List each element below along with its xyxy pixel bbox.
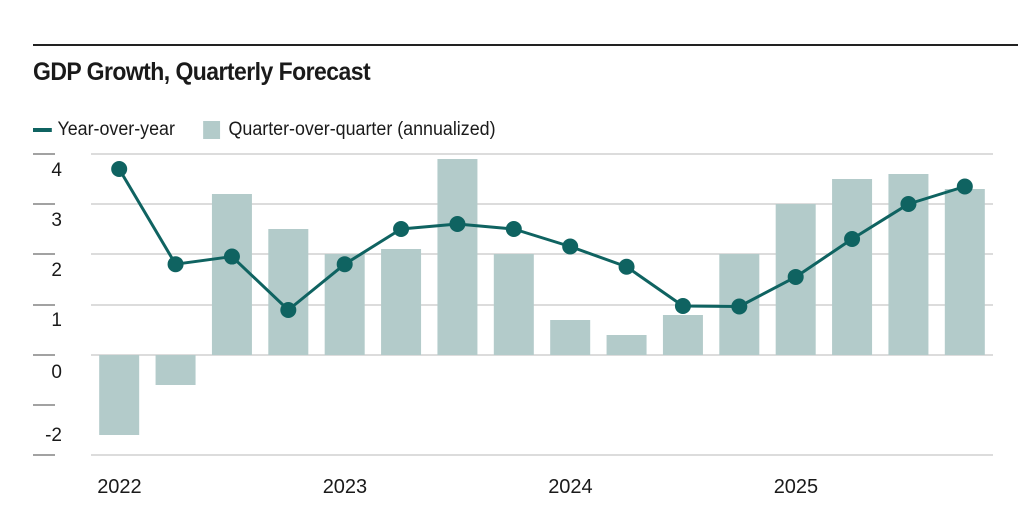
bar-qoq [268, 229, 309, 355]
point-yoy [562, 238, 579, 255]
point-yoy [111, 161, 128, 177]
point-yoy [223, 248, 240, 265]
point-yoy [844, 231, 861, 247]
y-tick-label: -2 [45, 425, 62, 446]
point-yoy [336, 256, 353, 273]
bar-qoq [211, 194, 252, 355]
bar-qoq [493, 254, 534, 355]
x-tick-label: 2024 [548, 476, 593, 498]
point-yoy [449, 216, 466, 232]
bar-qoq [99, 355, 140, 435]
legend-item-qoq: Quarter-over-quarter (annualized) [203, 119, 496, 141]
y-tick-label: 0 [51, 362, 62, 383]
point-yoy [167, 256, 184, 273]
legend-label-qoq: Quarter-over-quarter (annualized) [228, 119, 496, 140]
chart-title: GDP Growth, Quarterly Forecast [33, 58, 371, 86]
legend-bar-swatch [203, 121, 221, 139]
point-yoy [280, 302, 297, 318]
bar-qoq [550, 320, 591, 355]
point-yoy [674, 298, 691, 314]
y-tick-label: 3 [51, 210, 62, 231]
line-yoy [117, 168, 966, 312]
point-yoy [505, 221, 522, 237]
point-yoy [956, 178, 973, 195]
y-tick-label: 1 [51, 310, 62, 331]
bar-qoq [944, 189, 985, 355]
bar-qoq [606, 335, 647, 355]
legend: Year-over-year Quarter-over-quarter (ann… [33, 118, 524, 142]
legend-item-yoy: Year-over-year [33, 119, 175, 141]
y-tick-label: 4 [51, 160, 62, 181]
point-yoy [393, 221, 410, 237]
point-yoy [900, 196, 917, 212]
y-tick-label: 2 [51, 260, 62, 281]
point-yoy [618, 258, 635, 275]
x-tick-label: 2025 [774, 476, 819, 498]
x-tick-label: 2023 [323, 476, 368, 498]
point-yoy [787, 268, 804, 285]
bar-qoq [662, 315, 703, 355]
legend-label-yoy: Year-over-year [57, 119, 175, 140]
x-tick-label: 2022 [97, 476, 142, 498]
legend-line-swatch [33, 128, 52, 132]
point-yoy [731, 298, 748, 315]
bar-qoq [381, 249, 422, 355]
bar-qoq [832, 179, 873, 355]
bar-qoq [155, 355, 196, 385]
top-rule [33, 44, 1018, 46]
bar-qoq [437, 159, 478, 355]
